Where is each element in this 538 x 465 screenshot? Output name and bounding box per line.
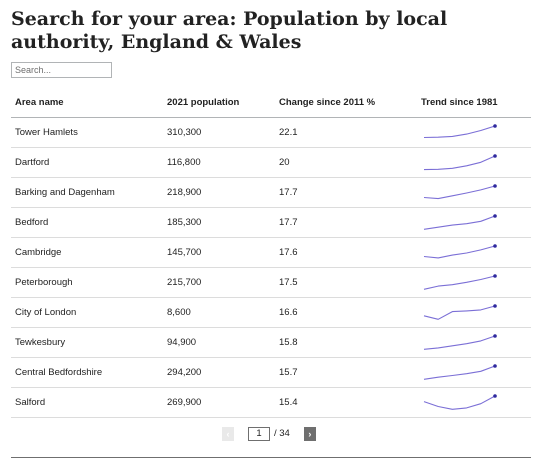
pagination: ‹ / 34 › — [222, 426, 316, 441]
previous-page-button[interactable]: ‹ — [222, 426, 234, 441]
trend-cell — [417, 357, 531, 388]
trend-cell — [417, 267, 531, 298]
table-row: Bedford 185,300 17.7 — [11, 207, 531, 238]
trend-cell — [417, 387, 531, 418]
table-row: Peterborough 215,700 17.5 — [11, 267, 531, 298]
trend-sparkline — [423, 393, 497, 410]
population-cell: 185,300 — [163, 207, 275, 238]
trend-sparkline — [423, 363, 497, 380]
trend-sparkline — [423, 273, 497, 290]
population-cell: 94,900 — [163, 327, 275, 358]
next-page-button[interactable]: › — [303, 426, 316, 441]
trend-sparkline — [423, 303, 497, 320]
trend-sparkline — [423, 213, 497, 230]
change-cell: 15.8 — [275, 327, 417, 358]
trend-sparkline — [423, 153, 497, 170]
trend-cell — [417, 177, 531, 208]
sparkline-end-dot — [493, 273, 497, 278]
change-cell: 17.7 — [275, 177, 417, 208]
sparkline-path — [423, 154, 496, 170]
page-total-label: / 34 — [274, 428, 290, 439]
column-header-population[interactable]: 2021 population — [163, 87, 275, 118]
sparkline-end-dot — [493, 243, 497, 248]
sparkline-path — [423, 395, 496, 410]
sparkline-end-dot — [493, 303, 497, 308]
sparkline-path — [423, 214, 496, 230]
table-row: Dartford 116,800 20 — [11, 147, 531, 178]
table-row: City of London 8,600 16.6 — [11, 297, 531, 328]
change-cell: 17.7 — [275, 207, 417, 238]
area-name-cell: Tewkesbury — [11, 327, 163, 358]
table-row: Cambridge 145,700 17.6 — [11, 237, 531, 268]
area-name-cell: Bedford — [11, 207, 163, 238]
sparkline-end-dot — [493, 393, 497, 398]
trend-cell — [417, 327, 531, 358]
change-cell: 15.7 — [275, 357, 417, 388]
change-cell: 17.6 — [275, 237, 417, 268]
area-name-cell: Peterborough — [11, 267, 163, 298]
sparkline-path — [423, 274, 496, 290]
divider — [11, 457, 531, 458]
area-name-cell: Tower Hamlets — [11, 117, 163, 148]
sparkline-path — [423, 334, 496, 350]
population-table: Area name 2021 population Change since 2… — [11, 87, 531, 418]
table-row: Barking and Dagenham 218,900 17.7 — [11, 177, 531, 208]
change-cell: 17.5 — [275, 267, 417, 298]
sparkline-path — [423, 304, 496, 320]
column-header-change[interactable]: Change since 2011 % — [275, 87, 417, 118]
table-row: Tower Hamlets 310,300 22.1 — [11, 117, 531, 148]
change-cell: 15.4 — [275, 387, 417, 418]
column-header-trend: Trend since 1981 — [417, 87, 531, 118]
area-name-cell: Salford — [11, 387, 163, 418]
table-row: Salford 269,900 15.4 — [11, 387, 531, 418]
population-cell: 116,800 — [163, 147, 275, 178]
sparkline-end-dot — [493, 123, 497, 128]
population-cell: 145,700 — [163, 237, 275, 268]
trend-sparkline — [423, 183, 497, 199]
trend-cell — [417, 297, 531, 328]
area-name-cell: City of London — [11, 297, 163, 328]
sparkline-path — [423, 184, 496, 199]
area-name-cell: Central Bedfordshire — [11, 357, 163, 388]
sparkline-end-dot — [493, 153, 497, 158]
sparkline-end-dot — [493, 333, 497, 338]
trend-sparkline — [423, 243, 497, 258]
area-name-cell: Barking and Dagenham — [11, 177, 163, 208]
population-cell: 269,900 — [163, 387, 275, 418]
population-cell: 8,600 — [163, 297, 275, 328]
population-cell: 218,900 — [163, 177, 275, 208]
trend-cell — [417, 147, 531, 178]
population-cell: 310,300 — [163, 117, 275, 148]
page-number-input[interactable] — [248, 426, 270, 441]
change-cell: 20 — [275, 147, 417, 178]
area-name-cell: Dartford — [11, 147, 163, 178]
sparkline-path — [423, 124, 496, 138]
sparkline-path — [423, 364, 496, 380]
change-cell: 16.6 — [275, 297, 417, 328]
change-cell: 22.1 — [275, 117, 417, 148]
sparkline-end-dot — [493, 363, 497, 368]
sparkline-end-dot — [493, 183, 497, 188]
column-header-area[interactable]: Area name — [11, 87, 163, 118]
population-cell: 215,700 — [163, 267, 275, 298]
trend-cell — [417, 117, 531, 148]
table-row: Tewkesbury 94,900 15.8 — [11, 327, 531, 358]
trend-cell — [417, 207, 531, 238]
area-name-cell: Cambridge — [11, 237, 163, 268]
sparkline-path — [423, 244, 496, 258]
population-cell: 294,200 — [163, 357, 275, 388]
trend-cell — [417, 237, 531, 268]
page-title: Search for your area: Population by loca… — [11, 8, 448, 53]
search-input[interactable] — [11, 62, 112, 78]
table-header-row: Area name 2021 population Change since 2… — [11, 87, 531, 118]
trend-sparkline — [423, 333, 497, 350]
sparkline-end-dot — [493, 213, 497, 218]
trend-sparkline — [423, 123, 497, 138]
table-row: Central Bedfordshire 294,200 15.7 — [11, 357, 531, 388]
